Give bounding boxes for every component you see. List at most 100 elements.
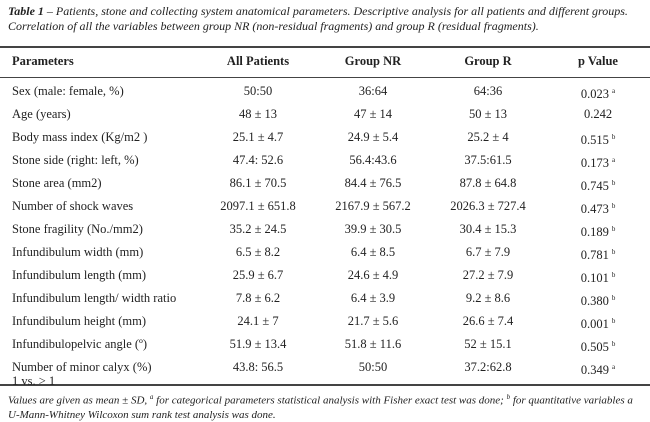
- cell: 35.2 ± 24.5: [229, 222, 287, 236]
- p-value-note: b: [611, 271, 616, 279]
- p-value: 0.173 a: [498, 153, 650, 171]
- cell: 6.7 ± 7.9: [465, 245, 511, 259]
- cell: 51.8 ± 11.6: [344, 337, 402, 351]
- row-label: Infundibulum width (mm): [12, 245, 144, 259]
- cell: 21.7 ± 5.6: [347, 314, 399, 328]
- row-label: Stone fragility (No./mm2): [12, 222, 143, 236]
- p-value-note: a: [612, 87, 616, 95]
- p-value: 0.023 a: [498, 84, 650, 102]
- cell: 2167.9 ± 567.2: [335, 199, 411, 213]
- cell: 27.2 ± 7.9: [462, 268, 514, 282]
- row-label: Number of minor calyx (%): [12, 360, 152, 374]
- cell: 26.6 ± 7.4: [462, 314, 514, 328]
- cell: 84.4 ± 76.5: [344, 176, 402, 190]
- footnote-text: Values are given as mean ± SD,: [8, 394, 148, 407]
- cell: 86.1 ± 70.5: [229, 176, 287, 190]
- p-value: 0.101 b: [498, 268, 650, 286]
- p-value-text: 0.781: [580, 248, 609, 263]
- footnote-text: for categorical parameters statistical a…: [153, 394, 504, 407]
- p-value-note: b: [611, 202, 616, 210]
- row-label: 1 vs. > 1: [12, 374, 56, 388]
- p-value-text: 0.745: [580, 179, 609, 194]
- column-header: p Value: [578, 54, 618, 68]
- cell: 47 ± 14: [353, 107, 393, 121]
- p-value-text: 0.001: [580, 317, 609, 332]
- p-value-text: 0.101: [580, 271, 609, 286]
- p-value-note: a: [612, 156, 616, 164]
- p-value-note: a: [612, 363, 616, 371]
- cell: 64:36: [473, 84, 503, 98]
- cell: 47.4: 52.6: [232, 153, 284, 167]
- row-label: Body mass index (Kg/m2 ): [12, 130, 148, 144]
- row-label: Number of shock waves: [12, 199, 134, 213]
- cell: 87.8 ± 64.8: [459, 176, 517, 190]
- cell: 2026.3 ± 727.4: [450, 199, 526, 213]
- cell: 25.9 ± 6.7: [232, 268, 284, 282]
- top-rule: [0, 46, 650, 48]
- cell: 24.6 ± 4.9: [347, 268, 399, 282]
- p-value: 0.001 b: [498, 314, 650, 332]
- cell: 25.1 ± 4.7: [232, 130, 284, 144]
- row-label: Age (years): [12, 107, 71, 121]
- cell: 37.2:62.8: [464, 360, 512, 374]
- p-value-text: 0.173: [580, 156, 609, 171]
- cell: 6.5 ± 8.2: [235, 245, 281, 259]
- cell: 24.1 ± 7: [237, 314, 279, 328]
- p-value-note: b: [611, 294, 616, 302]
- cell: 51.9 ± 13.4: [229, 337, 287, 351]
- p-value-note: b: [611, 248, 616, 256]
- cell: 56.4:43.6: [349, 153, 397, 167]
- column-header: Group NR: [344, 54, 402, 68]
- cell: 37.5:61.5: [464, 153, 512, 167]
- p-value-note: b: [611, 179, 616, 187]
- cell: 52 ± 15.1: [464, 337, 512, 351]
- p-value-text: 0.349: [580, 363, 609, 378]
- caption-text: – Patients, stone and collecting system …: [8, 4, 628, 33]
- cell: 24.9 ± 5.4: [347, 130, 399, 144]
- cell: 30.4 ± 15.3: [459, 222, 517, 236]
- cell: 25.2 ± 4: [467, 130, 509, 144]
- p-value-note: b: [611, 317, 616, 325]
- p-value: 0.242: [498, 107, 650, 122]
- p-value-text: 0.189: [580, 225, 609, 240]
- p-value-text: 0.380: [580, 294, 609, 309]
- cell: 6.4 ± 3.9: [350, 291, 396, 305]
- p-value-text: 0.515: [580, 133, 609, 148]
- cell: 9.2 ± 8.6: [465, 291, 511, 305]
- bottom-rule: [0, 384, 650, 386]
- column-header: All Patients: [226, 54, 290, 68]
- p-value: 0.505 b: [498, 337, 650, 355]
- p-value: 0.781 b: [498, 245, 650, 263]
- cell: 36:64: [358, 84, 388, 98]
- caption: Table 1 – Patients, stone and collecting…: [8, 4, 644, 34]
- p-value-text: 0.242: [583, 107, 613, 121]
- cell: 2097.1 ± 651.8: [220, 199, 296, 213]
- row-label: Sex (male: female, %): [12, 84, 124, 98]
- p-value: 0.189 b: [498, 222, 650, 240]
- row-label: Infundibulopelvic angle (º): [12, 337, 148, 351]
- column-header: Parameters: [12, 54, 74, 68]
- p-value: 0.380 b: [498, 291, 650, 309]
- cell: 39.9 ± 30.5: [344, 222, 402, 236]
- column-header: Group R: [464, 54, 512, 68]
- row-label: Stone side (right: left, %): [12, 153, 139, 167]
- cell: 6.4 ± 8.5: [350, 245, 396, 259]
- p-value: 0.515 b: [498, 130, 650, 148]
- row-label: Infundibulum length/ width ratio: [12, 291, 177, 305]
- cell: 48 ± 13: [238, 107, 278, 121]
- p-value-note: b: [611, 225, 616, 233]
- cell: 50:50: [243, 84, 273, 98]
- cell: 50:50: [358, 360, 388, 374]
- p-value-text: 0.473: [580, 202, 609, 217]
- p-value-text: 0.023: [580, 87, 609, 102]
- p-value: 0.473 b: [498, 199, 650, 217]
- p-value-note: b: [611, 340, 616, 348]
- row-label: Stone area (mm2): [12, 176, 102, 190]
- caption-label: Table 1: [8, 4, 44, 18]
- cell: 43.8: 56.5: [232, 360, 284, 374]
- cell: 7.8 ± 6.2: [235, 291, 281, 305]
- row-label: Infundibulum height (mm): [12, 314, 147, 328]
- row-label: Infundibulum length (mm): [12, 268, 147, 282]
- footnote: Values are given as mean ± SD, a for cat…: [8, 390, 644, 422]
- p-value: 0.745 b: [498, 176, 650, 194]
